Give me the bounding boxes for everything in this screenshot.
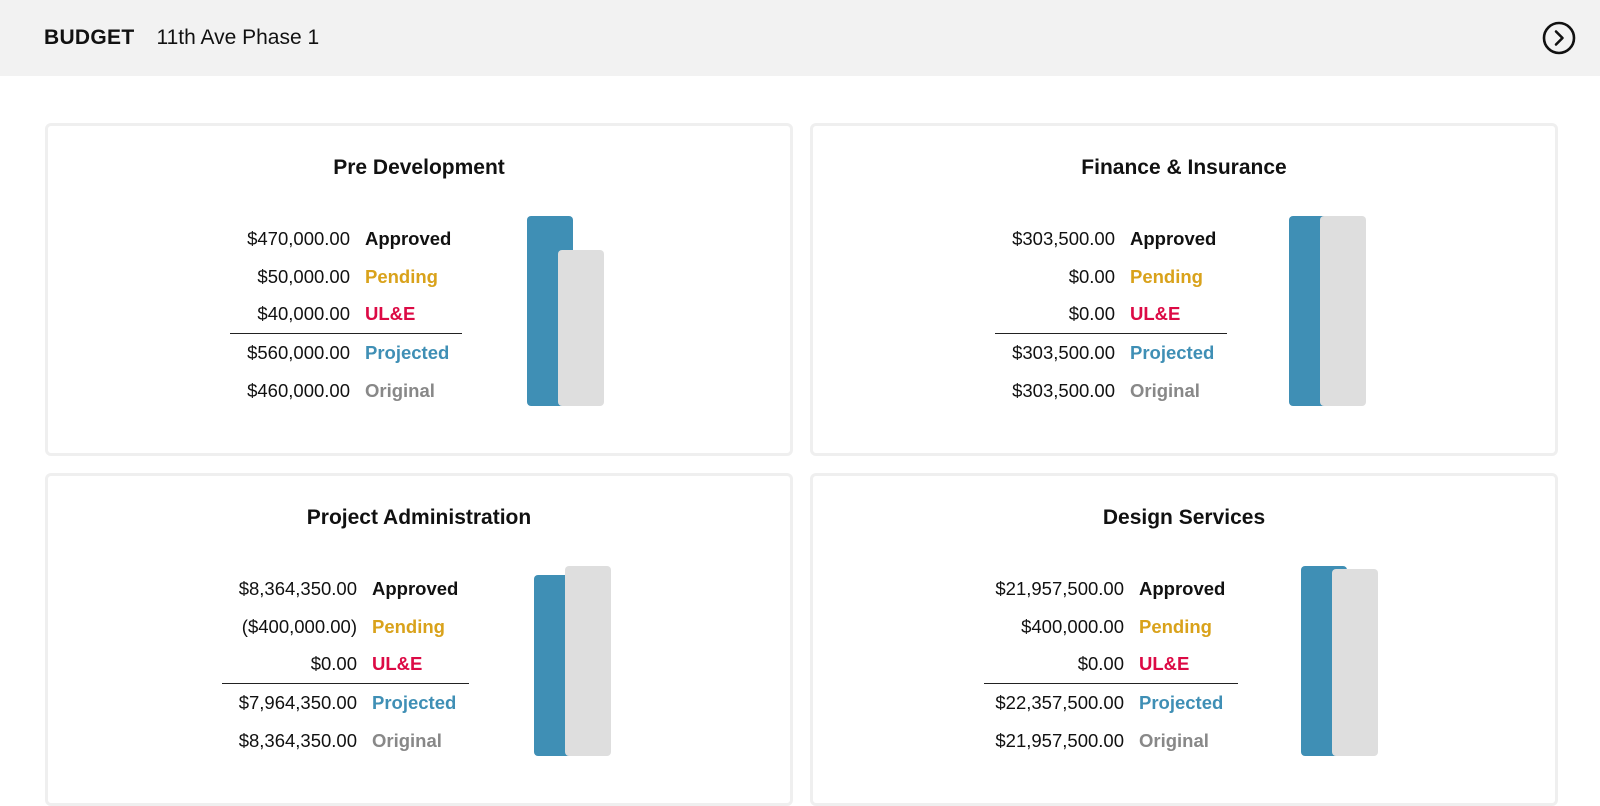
row-pending: $400,000.00 Pending [984, 608, 1238, 646]
figures-table: $21,957,500.00 Approved $400,000.00 Pendin… [984, 570, 1238, 759]
budget-card-design-services[interactable]: Design Services $21,957,500.00 Approved $… [810, 473, 1558, 806]
label-original: Original [1139, 729, 1209, 751]
total-divider [230, 333, 462, 335]
row-ule: $0.00 UL&E [984, 645, 1238, 683]
comparison-bars [527, 216, 607, 406]
label-ule: UL&E [1130, 303, 1181, 325]
bar-original [565, 566, 611, 756]
figures-table: $303,500.00 Approved $0.00 Pending $0.00 UL… [995, 220, 1227, 409]
label-pending: Pending [365, 265, 438, 287]
figures-table: $8,364,350.00 Approved ($400,000.00) Pendi… [222, 570, 469, 759]
amount-pending: $400,000.00 [1021, 615, 1124, 637]
bar-original [1332, 569, 1378, 756]
comparison-bars [1301, 566, 1381, 756]
budget-card-pre-development[interactable]: Pre Development $470,000.00 Approved $50,… [45, 123, 793, 456]
amount-approved: $8,364,350.00 [238, 577, 357, 599]
comparison-bars [1289, 216, 1369, 406]
amount-original: $460,000.00 [247, 379, 350, 401]
figures-table: $470,000.00 Approved $50,000.00 Pending $4… [230, 220, 462, 409]
label-projected: Projected [372, 691, 457, 713]
header-bar: BUDGET 11th Ave Phase 1 [0, 0, 1600, 76]
row-original: $460,000.00 Original [230, 372, 462, 410]
row-pending: $0.00 Pending [995, 258, 1227, 296]
card-title: Project Administration [306, 506, 532, 529]
label-approved: Approved [1139, 577, 1226, 599]
amount-ule: $40,000.00 [257, 303, 350, 325]
row-approved: $21,957,500.00 Approved [984, 570, 1238, 608]
label-original: Original [365, 379, 435, 401]
row-projected: $560,000.00 Projected [230, 334, 462, 372]
amount-original: $8,364,350.00 [238, 729, 357, 751]
card-title: Finance & Insurance [1081, 156, 1287, 179]
row-original: $8,364,350.00 Original [222, 722, 469, 760]
row-original: $21,957,500.00 Original [984, 722, 1238, 760]
total-divider [222, 683, 469, 685]
row-ule: $0.00 UL&E [222, 645, 469, 683]
budget-card-project-administration[interactable]: Project Administration $8,364,350.00 Appr… [45, 473, 793, 806]
row-projected: $7,964,350.00 Projected [222, 684, 469, 722]
row-approved: $8,364,350.00 Approved [222, 570, 469, 608]
row-approved: $303,500.00 Approved [995, 220, 1227, 258]
amount-pending: ($400,000.00) [241, 615, 357, 637]
amount-ule: $0.00 [310, 653, 357, 675]
label-ule: UL&E [365, 303, 416, 325]
bar-original [1320, 216, 1366, 406]
amount-ule: $0.00 [1068, 303, 1115, 325]
budget-card-finance-insurance[interactable]: Finance & Insurance $303,500.00 Approved … [810, 123, 1558, 456]
label-pending: Pending [1139, 615, 1212, 637]
amount-original: $303,500.00 [1012, 379, 1115, 401]
label-projected: Projected [365, 341, 450, 363]
amount-projected: $7,964,350.00 [238, 691, 357, 713]
row-pending: $50,000.00 Pending [230, 258, 462, 296]
total-divider [984, 683, 1238, 685]
amount-pending: $0.00 [1068, 265, 1115, 287]
row-ule: $40,000.00 UL&E [230, 295, 462, 333]
section-title: BUDGET [44, 26, 135, 49]
label-projected: Projected [1130, 341, 1215, 363]
amount-pending: $50,000.00 [257, 265, 350, 287]
card-title: Pre Development [333, 156, 505, 179]
label-original: Original [1130, 379, 1200, 401]
row-pending: ($400,000.00) Pending [222, 608, 469, 646]
amount-approved: $21,957,500.00 [995, 577, 1124, 599]
row-projected: $22,357,500.00 Projected [984, 684, 1238, 722]
row-ule: $0.00 UL&E [995, 295, 1227, 333]
label-approved: Approved [365, 227, 452, 249]
chevron-right-circle-icon[interactable] [1542, 21, 1576, 55]
label-projected: Projected [1139, 691, 1224, 713]
card-title: Design Services [1102, 506, 1266, 529]
amount-projected: $22,357,500.00 [995, 691, 1124, 713]
label-pending: Pending [1130, 265, 1203, 287]
amount-ule: $0.00 [1077, 653, 1124, 675]
label-pending: Pending [372, 615, 445, 637]
label-ule: UL&E [1139, 653, 1190, 675]
comparison-bars [534, 566, 614, 756]
budget-grid: Pre Development $470,000.00 Approved $50,… [45, 123, 1558, 806]
amount-projected: $303,500.00 [1012, 341, 1115, 363]
row-projected: $303,500.00 Projected [995, 334, 1227, 372]
amount-approved: $470,000.00 [247, 227, 350, 249]
amount-approved: $303,500.00 [1012, 227, 1115, 249]
project-name: 11th Ave Phase 1 [156, 26, 320, 49]
amount-original: $21,957,500.00 [995, 729, 1124, 751]
row-original: $303,500.00 Original [995, 372, 1227, 410]
bar-original [558, 249, 604, 406]
label-original: Original [372, 729, 442, 751]
total-divider [995, 333, 1227, 335]
amount-projected: $560,000.00 [247, 341, 350, 363]
label-ule: UL&E [372, 653, 423, 675]
label-approved: Approved [372, 577, 459, 599]
label-approved: Approved [1130, 227, 1217, 249]
row-approved: $470,000.00 Approved [230, 220, 462, 258]
